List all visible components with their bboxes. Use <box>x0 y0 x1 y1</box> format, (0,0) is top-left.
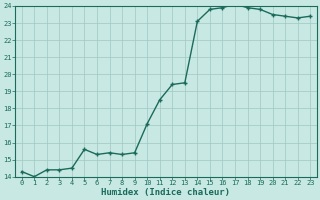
X-axis label: Humidex (Indice chaleur): Humidex (Indice chaleur) <box>101 188 230 197</box>
